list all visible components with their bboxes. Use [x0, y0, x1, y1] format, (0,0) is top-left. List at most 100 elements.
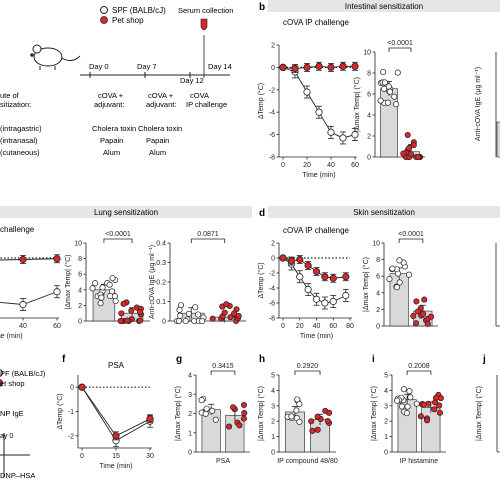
c-line-point — [19, 255, 27, 264]
route-ig: (intragastric) — [0, 124, 42, 133]
d7-adj-3: Alum — [149, 148, 166, 157]
c-ige-ytick-label: 0.2 — [156, 280, 166, 287]
d-line-ytick-label: -8 — [269, 316, 275, 323]
d-bar-dot — [414, 308, 421, 315]
d-line-point — [312, 267, 321, 276]
c-ige-dot — [175, 317, 183, 325]
b-line-ytick-label: -6 — [269, 132, 275, 139]
h-bar-ytick-label: 5 — [271, 373, 275, 380]
h-bar-dot — [314, 426, 321, 433]
c-line-series-0-line — [0, 291, 58, 305]
route-in: (intranasal) — [0, 136, 38, 145]
g-bar-dot — [202, 410, 209, 417]
g-bar-ytick-label: 2 — [188, 411, 192, 418]
b-bar-dot — [406, 144, 413, 152]
g-bar-sig-bracket — [210, 370, 236, 375]
b-line-point — [315, 108, 323, 116]
h-bar-dot — [296, 418, 303, 425]
h-bar-sig-bracket — [294, 370, 321, 375]
b-ige-ylabel: Anti-cOVA IgE (μg ml⁻¹) — [475, 67, 482, 141]
f-line-point — [112, 432, 120, 440]
b-bar-dot — [393, 101, 400, 108]
g-bar-ylabel: |Δmax Temp| (°C) — [174, 386, 182, 441]
g-bar-dot — [212, 416, 219, 423]
h-bar-dot — [294, 396, 301, 403]
panel-a-schema: SPF (BALB/cJ) Pet shop Serum collection … — [0, 6, 233, 157]
panel-b-title: cOVA IP challenge — [283, 18, 350, 27]
d-bar-dot — [386, 276, 393, 283]
f-line-point — [78, 383, 86, 391]
c-bar-dot — [120, 300, 127, 307]
c-bar-dot — [124, 317, 131, 324]
b-bar-dot — [384, 99, 392, 106]
route-title-2: sitization: — [0, 100, 31, 109]
band-skin — [268, 206, 500, 218]
d-line-xtick-label: 60 — [329, 323, 337, 330]
serum-tube-icon — [200, 18, 208, 31]
g-bar-bar-1 — [225, 415, 245, 453]
d0-adj-2: Papain — [100, 136, 123, 145]
legend-spf-label: SPF (BALB/cJ) — [112, 6, 166, 15]
b-bar-dot — [410, 142, 417, 149]
d0-adj-3: Alum — [103, 148, 120, 157]
g-bar-ytick-label: 4 — [188, 373, 192, 380]
b-bar-dot — [381, 79, 388, 86]
e-legend-pet: et shop — [0, 379, 25, 388]
b-line-ytick-label: 0 — [271, 65, 275, 72]
b-bar-ytick-label: 6 — [367, 92, 371, 99]
d-line-point — [312, 295, 321, 303]
h-bar-ytick-label: 1 — [271, 434, 275, 441]
h-bar-ytick-label: 2 — [271, 419, 275, 426]
i-bar-dot — [436, 402, 443, 409]
i-bar-ytick-label: 1 — [384, 434, 388, 441]
e-dnp-hsa: DNP–HSA — [0, 471, 35, 480]
b-bar-sig-bracket — [388, 47, 412, 52]
f-line-series-1-line — [81, 386, 151, 437]
c-ige-dot — [223, 301, 230, 308]
b-line-xtick-label: 0 — [281, 162, 285, 169]
d-bar-dot — [394, 270, 402, 277]
legend-spf-marker — [100, 6, 108, 14]
c-line-series-1-line — [0, 258, 58, 261]
day-0-label: Day 0 — [89, 62, 109, 71]
b-line-point — [291, 64, 299, 73]
g-bar-dot — [241, 409, 248, 417]
b-bar-dot — [400, 150, 407, 157]
d-bar-dot — [389, 265, 396, 272]
panel-h-letter: h — [259, 354, 265, 365]
c-bar-dot — [97, 300, 104, 307]
c-ige-ytick-label: 0.3 — [156, 260, 166, 267]
c-line-xtick-label: 60 — [53, 323, 61, 330]
g-bar-dot — [236, 422, 243, 429]
step-d7-line2: adjuvant: — [146, 100, 176, 109]
c-ige-dot — [195, 311, 202, 318]
b-line-point — [339, 134, 347, 142]
c-bar-sig-bracket — [103, 238, 133, 243]
d-bar-ytick-label: 2 — [376, 307, 380, 314]
c-bar-dot — [136, 309, 144, 316]
d-bar-dot — [420, 310, 427, 317]
g-bar-ytick-label: 0 — [188, 450, 192, 457]
i-bar-pvalue: 0.2008 — [408, 363, 430, 370]
d-line-ytick-label: -6 — [269, 301, 275, 308]
c-bar-pvalue: <0.0001 — [105, 231, 131, 238]
i-bar-ytick-label: 0 — [384, 450, 388, 457]
b-line-ytick-label: 2 — [271, 43, 275, 50]
d-bar-ytick-label: 8 — [376, 257, 380, 264]
h-bar-ytick-label: 3 — [271, 403, 275, 410]
b-line-point — [351, 131, 359, 139]
b-line-ytick-label: -2 — [269, 87, 275, 94]
h-bar-dot — [326, 409, 333, 416]
i-bar-dot — [398, 403, 405, 410]
c-ige-dot — [192, 304, 199, 311]
b-line-ytick-label: -8 — [269, 155, 275, 162]
d-bar-dot — [413, 298, 420, 305]
panel-i-letter: i — [372, 354, 375, 365]
b-line-point — [315, 62, 323, 70]
c-ige-dot — [227, 314, 234, 321]
panel-d-letter: d — [259, 208, 265, 219]
b-line-point — [279, 63, 287, 72]
b-line-xtick-label: 40 — [327, 162, 335, 169]
d-bar-pvalue: <0.0001 — [398, 231, 424, 238]
i-bar-ytick-label: 2 — [384, 419, 388, 426]
